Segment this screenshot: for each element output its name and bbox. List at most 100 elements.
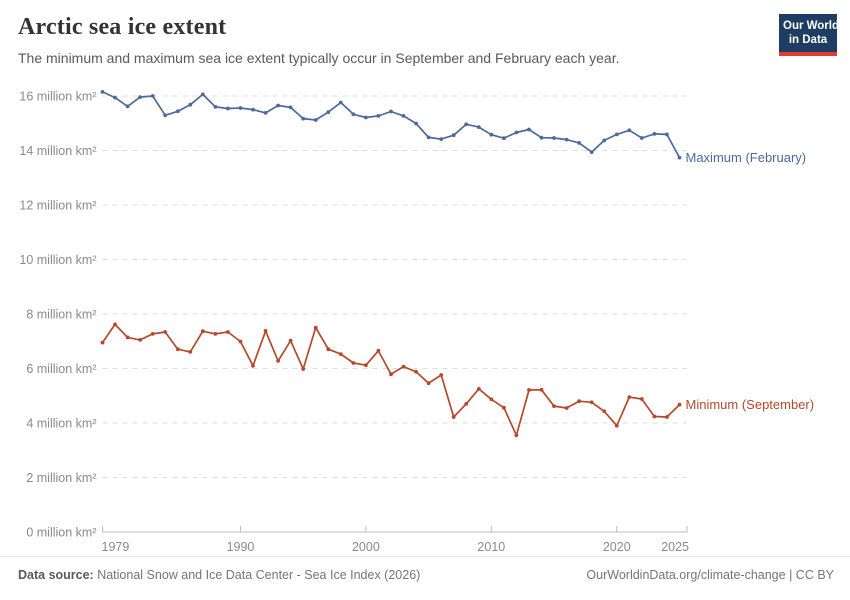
minimum-point-1982 bbox=[138, 338, 143, 342]
minimum-point-1986 bbox=[188, 350, 193, 354]
maximum-point-1999 bbox=[351, 112, 356, 117]
minimum-point-2015 bbox=[552, 404, 556, 408]
data-source: Data source: National Snow and Ice Data … bbox=[18, 568, 420, 582]
x-tick-label-2010: 2010 bbox=[477, 540, 505, 554]
owid-logo-box: Our World in Data bbox=[779, 14, 840, 52]
maximum-point-2004 bbox=[414, 121, 418, 126]
maximum-point-2009 bbox=[476, 125, 481, 129]
minimum-point-2022 bbox=[639, 397, 644, 401]
maximum-point-2020 bbox=[614, 132, 619, 137]
minimum-point-1983 bbox=[150, 332, 155, 336]
minimum-point-2023 bbox=[652, 414, 657, 419]
maximum-point-2006 bbox=[439, 137, 444, 142]
minimum-point-1997 bbox=[326, 347, 331, 352]
minimum-point-2006 bbox=[439, 373, 444, 377]
maximum-point-2003 bbox=[401, 114, 406, 118]
owid-link[interactable]: OurWorldinData.org/climate-change bbox=[586, 568, 786, 582]
chart-title: Arctic sea ice extent bbox=[18, 14, 227, 40]
maximum-point-1984 bbox=[163, 113, 168, 118]
minimum-point-2018 bbox=[589, 400, 594, 405]
data-source-label: Data source: bbox=[18, 568, 94, 582]
minimum-point-1985 bbox=[175, 347, 180, 352]
minimum-point-2007 bbox=[451, 415, 456, 419]
minimum-point-1994 bbox=[288, 338, 293, 343]
owid-logo: Our World in Data bbox=[779, 14, 840, 56]
maximum-point-2023 bbox=[652, 132, 657, 136]
maximum-point-1986 bbox=[188, 102, 193, 107]
maximum-point-2013 bbox=[527, 127, 531, 132]
owid-logo-bar bbox=[779, 52, 837, 56]
maximum-point-2010 bbox=[489, 132, 494, 137]
minimum-point-2004 bbox=[414, 369, 418, 374]
maximum-point-1993 bbox=[276, 103, 280, 108]
maximum-point-2018 bbox=[589, 150, 594, 155]
maximum-point-2005 bbox=[426, 135, 431, 140]
minimum-point-1990 bbox=[238, 339, 243, 344]
minimum-point-2017 bbox=[577, 399, 581, 404]
minimum-point-2016 bbox=[564, 406, 569, 410]
minimum-point-2000 bbox=[364, 363, 368, 368]
maximum-point-1995 bbox=[301, 116, 306, 121]
maximum-point-2012 bbox=[514, 130, 519, 135]
minimum-point-2010 bbox=[489, 397, 494, 402]
maximum-point-1988 bbox=[213, 105, 218, 109]
chart-subtitle: The minimum and maximum sea ice extent t… bbox=[18, 50, 620, 66]
minimum-point-2024 bbox=[665, 415, 669, 419]
minimum-point-1995 bbox=[301, 367, 306, 371]
maximum-point-1996 bbox=[313, 118, 318, 122]
minimum-point-1981 bbox=[125, 335, 130, 340]
minimum-point-2020 bbox=[614, 423, 619, 428]
minimum-point-1992 bbox=[263, 329, 268, 333]
maximum-point-1983 bbox=[150, 94, 155, 98]
maximum-point-1990 bbox=[238, 106, 243, 110]
data-source-value: National Snow and Ice Data Center - Sea … bbox=[93, 568, 421, 582]
maximum-point-2002 bbox=[389, 109, 393, 114]
maximum-point-2021 bbox=[627, 128, 632, 133]
footer-divider bbox=[0, 556, 850, 557]
maximum-point-1982 bbox=[138, 95, 143, 99]
minimum-point-1984 bbox=[163, 330, 168, 334]
maximum-point-1989 bbox=[226, 106, 230, 111]
x-tick-label-2000: 2000 bbox=[352, 540, 380, 554]
minimum-point-2012 bbox=[514, 433, 519, 438]
maximum-point-2007 bbox=[451, 133, 456, 138]
maximum-point-2016 bbox=[564, 137, 569, 142]
minimum-point-2013 bbox=[527, 388, 531, 392]
y-tick-label-6: 6 million km² bbox=[26, 362, 96, 376]
x-tick-label-1979: 1979 bbox=[102, 540, 130, 554]
minimum-point-1987 bbox=[200, 329, 205, 334]
y-tick-label-4: 4 million km² bbox=[26, 416, 96, 430]
maximum-point-1979 bbox=[100, 90, 105, 94]
x-tick-label-2025: 2025 bbox=[661, 540, 689, 554]
footer: Data source: National Snow and Ice Data … bbox=[18, 568, 834, 582]
y-tick-label-0: 0 million km² bbox=[26, 525, 96, 539]
owid-logo-line2: in Data bbox=[788, 34, 828, 46]
maximum-point-2022 bbox=[639, 136, 644, 140]
x-tick-label-1990: 1990 bbox=[227, 540, 255, 554]
minimum-point-2008 bbox=[464, 402, 469, 406]
maximum-point-2015 bbox=[552, 136, 556, 140]
x-tick-label-2020: 2020 bbox=[603, 540, 631, 554]
owid-logo-line1: Our World bbox=[783, 20, 840, 32]
y-tick-label-8: 8 million km² bbox=[26, 307, 96, 321]
minimum-point-1988 bbox=[213, 332, 218, 336]
maximum-point-1980 bbox=[113, 95, 117, 100]
maximum-point-1994 bbox=[288, 105, 293, 110]
footer-links: OurWorldinData.org/climate-change | CC B… bbox=[586, 568, 834, 582]
y-tick-label-16: 16 million km² bbox=[19, 89, 96, 103]
maximum-point-2025 bbox=[677, 155, 682, 160]
minimum-point-1980 bbox=[113, 322, 117, 327]
minimum-point-1989 bbox=[226, 330, 230, 334]
maximum-series-label: Maximum (February) bbox=[686, 150, 807, 165]
maximum-point-2001 bbox=[376, 114, 381, 118]
minimum-point-2003 bbox=[401, 364, 406, 369]
minimum-point-2001 bbox=[376, 348, 381, 353]
maximum-point-1997 bbox=[326, 110, 331, 114]
minimum-point-2011 bbox=[502, 405, 506, 410]
maximum-point-2017 bbox=[577, 141, 581, 145]
minimum-line bbox=[101, 323, 681, 437]
maximum-point-2008 bbox=[464, 122, 469, 127]
minimum-point-2019 bbox=[602, 409, 607, 414]
minimum-point-1996 bbox=[313, 325, 318, 330]
minimum-point-1999 bbox=[351, 361, 356, 365]
